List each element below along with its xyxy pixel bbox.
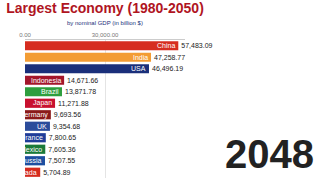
svg-text:Japan: Japan (33, 99, 52, 107)
svg-text:0.00: 0.00 (19, 32, 31, 38)
svg-text:14,671.66: 14,671.66 (67, 77, 98, 84)
svg-text:7,605.36: 7,605.36 (48, 146, 75, 153)
svg-text:Canada: Canada (12, 169, 37, 176)
svg-text:Indonesia: Indonesia (31, 77, 61, 84)
svg-text:by nominal GDP (in billion $): by nominal GDP (in billion $) (67, 20, 143, 26)
svg-text:46,496.19: 46,496.19 (152, 65, 183, 72)
svg-text:7,507.55: 7,507.55 (48, 157, 75, 164)
svg-text:5,704.89: 5,704.89 (43, 169, 70, 176)
svg-text:2048: 2048 (225, 132, 314, 176)
svg-text:7,800.65: 7,800.65 (49, 134, 76, 141)
svg-text:11,271.88: 11,271.88 (58, 100, 89, 107)
svg-text:9,693.56: 9,693.56 (54, 111, 81, 118)
svg-text:China: China (157, 42, 175, 49)
svg-text:India: India (133, 54, 148, 61)
svg-text:13,871.78: 13,871.78 (65, 88, 96, 95)
svg-text:Largest Economy (1980-2050): Largest Economy (1980-2050) (6, 0, 204, 16)
svg-text:9,354.68: 9,354.68 (53, 123, 80, 130)
svg-text:France: France (21, 134, 43, 141)
svg-text:57,483.09: 57,483.09 (181, 42, 212, 49)
svg-text:30,000.00: 30,000.00 (92, 32, 119, 38)
svg-text:UK: UK (37, 123, 47, 130)
svg-text:USA: USA (131, 65, 146, 72)
svg-text:Russia: Russia (20, 157, 42, 164)
svg-text:Germany: Germany (19, 111, 48, 119)
svg-text:Brazil: Brazil (41, 88, 59, 95)
svg-text:47,258.77: 47,258.77 (154, 54, 185, 61)
svg-text:Mexico: Mexico (20, 146, 42, 153)
